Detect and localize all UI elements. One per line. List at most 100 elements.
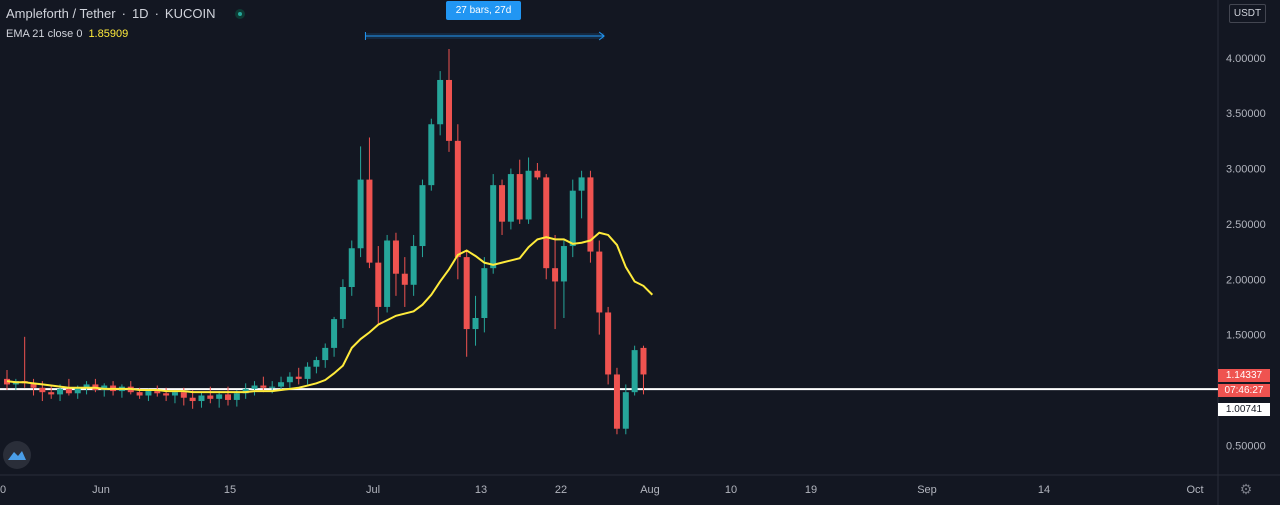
candle[interactable]: [490, 174, 497, 274]
candle[interactable]: [313, 356, 320, 374]
candle[interactable]: [569, 179, 576, 258]
candle[interactable]: [410, 234, 417, 296]
candle-body: [225, 394, 231, 400]
candle[interactable]: [499, 179, 506, 235]
candle[interactable]: [525, 157, 532, 224]
candle[interactable]: [640, 345, 647, 395]
candle-body: [525, 170, 532, 220]
candle[interactable]: [127, 381, 134, 395]
candle[interactable]: [605, 306, 612, 385]
candle[interactable]: [92, 378, 99, 393]
candle[interactable]: [171, 389, 178, 404]
candle[interactable]: [225, 386, 231, 406]
candle[interactable]: [331, 316, 338, 357]
time-tick-label: Sep: [917, 484, 937, 496]
candle[interactable]: [286, 372, 293, 388]
candle[interactable]: [552, 234, 559, 330]
candle[interactable]: [481, 257, 488, 333]
candle[interactable]: [163, 387, 170, 402]
candle[interactable]: [48, 385, 55, 399]
candle[interactable]: [216, 391, 223, 408]
candle-body: [613, 374, 620, 429]
candle[interactable]: [596, 240, 603, 335]
candle-body: [83, 384, 90, 388]
candle[interactable]: [454, 124, 461, 280]
candle-body: [410, 246, 417, 285]
candle-body: [198, 395, 205, 402]
candle[interactable]: [613, 367, 620, 435]
candle[interactable]: [384, 234, 391, 313]
candle-body: [569, 190, 576, 247]
candle[interactable]: [4, 370, 10, 390]
candle[interactable]: [278, 376, 285, 390]
candle-body: [560, 246, 567, 282]
candle[interactable]: [198, 392, 205, 408]
header-separator: ·: [154, 6, 159, 21]
candle[interactable]: [357, 146, 364, 258]
gear-icon[interactable]: ⚙: [1239, 481, 1253, 497]
candle-body: [596, 251, 603, 313]
candle[interactable]: [437, 71, 444, 136]
candle-body: [339, 287, 346, 320]
candle[interactable]: [631, 345, 638, 396]
candle[interactable]: [339, 279, 346, 328]
candle-body: [242, 388, 249, 394]
symbol-label[interactable]: Ampleforth / Tether: [6, 6, 116, 21]
candle[interactable]: [251, 381, 258, 396]
candle[interactable]: [304, 362, 311, 385]
candle[interactable]: [392, 232, 399, 296]
candle[interactable]: [101, 383, 108, 397]
candle[interactable]: [375, 246, 382, 324]
candle[interactable]: [260, 376, 267, 393]
candle[interactable]: [534, 163, 541, 180]
candle-body: [171, 392, 178, 396]
candle[interactable]: [463, 251, 470, 357]
time-axis: 0 Jun 15 Jul 13 22 Aug 10 19 Sep 14 Oct: [0, 484, 1204, 496]
candle[interactable]: [419, 179, 426, 258]
candle[interactable]: [622, 384, 629, 435]
candle[interactable]: [560, 240, 567, 319]
candle[interactable]: [322, 343, 329, 368]
measure-label: 27 bars, 27d: [446, 1, 521, 20]
candle[interactable]: [472, 295, 479, 346]
candle[interactable]: [118, 384, 125, 398]
candle[interactable]: [428, 118, 435, 191]
candle-body: [48, 392, 55, 395]
candle[interactable]: [366, 137, 373, 269]
candle-body: [446, 79, 452, 141]
candle[interactable]: [295, 367, 302, 385]
candle-body: [481, 268, 488, 318]
time-tick-label: 0: [0, 484, 6, 496]
time-tick-label: 14: [1038, 484, 1050, 496]
price-axis: 4.00000 3.50000 3.00000 2.50000 2.00000 1.500…: [1226, 53, 1266, 453]
candle[interactable]: [446, 48, 452, 152]
candle-body: [207, 395, 214, 399]
candle[interactable]: [348, 240, 355, 296]
price-tick-label: 2.50000: [1226, 219, 1266, 231]
candle[interactable]: [401, 257, 408, 307]
candle[interactable]: [516, 159, 523, 224]
indicator-legend[interactable]: EMA 21 close 0 1.85909: [6, 28, 128, 40]
time-tick-label: 19: [805, 484, 817, 496]
time-tick-label: 10: [725, 484, 737, 496]
candle[interactable]: [207, 386, 214, 404]
candle-body: [331, 319, 338, 348]
candle-body: [216, 394, 223, 399]
time-tick-label: Aug: [640, 484, 660, 496]
candle[interactable]: [21, 336, 28, 388]
candle[interactable]: [507, 168, 514, 230]
candle-body: [375, 262, 382, 307]
currency-button[interactable]: USDT: [1229, 4, 1266, 23]
candle-body: [322, 347, 329, 361]
candle[interactable]: [578, 170, 585, 219]
market-status-icon[interactable]: [235, 8, 246, 19]
interval-label[interactable]: 1D: [131, 6, 149, 21]
chart-header: Ampleforth / Tether · 1D · KUCOIN: [6, 6, 246, 21]
candle[interactable]: [154, 385, 161, 397]
candle[interactable]: [543, 174, 550, 280]
candle[interactable]: [30, 378, 37, 396]
tradingview-logo-icon[interactable]: [3, 441, 31, 469]
candle[interactable]: [587, 170, 594, 263]
candle[interactable]: [242, 383, 249, 399]
